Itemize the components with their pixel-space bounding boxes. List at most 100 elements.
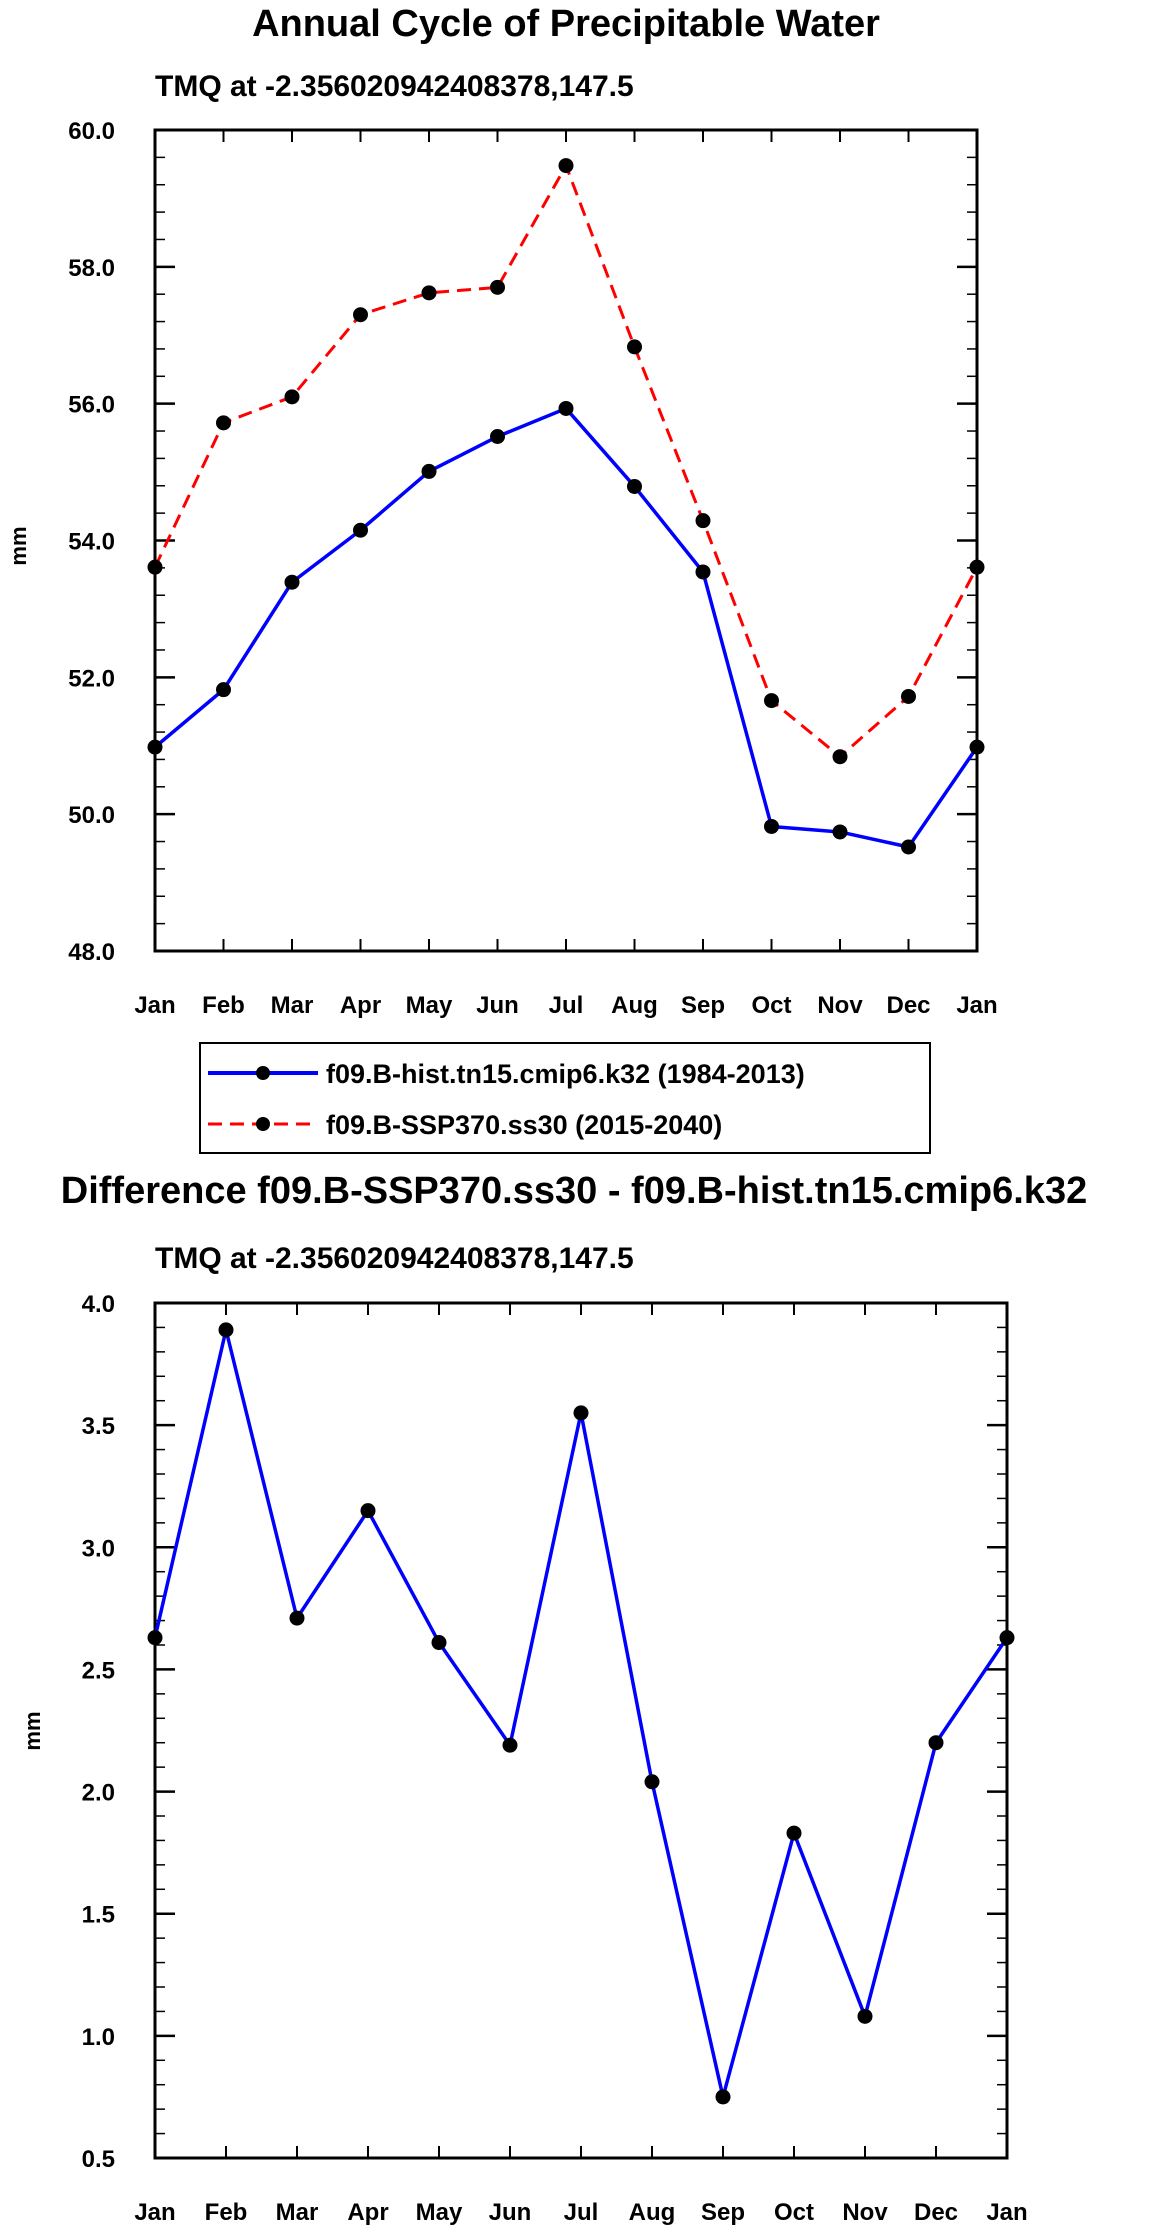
data-point xyxy=(216,415,231,431)
legend-marker-hist xyxy=(256,1066,270,1080)
data-point xyxy=(216,682,231,698)
difference-panel: Difference f09.B-SSP370.ss30 - f09.B-his… xyxy=(20,1170,1087,2226)
axis-ticks xyxy=(154,128,978,953)
data-point xyxy=(999,1630,1015,1646)
x-tick-label: Jan xyxy=(134,992,175,1019)
data-point xyxy=(353,522,368,538)
data-point xyxy=(490,279,505,295)
data-point xyxy=(573,1405,589,1421)
data-point xyxy=(695,564,711,580)
plot-frame xyxy=(153,128,979,953)
legend-marker-ssp370 xyxy=(256,1117,270,1131)
x-tick-label: Oct xyxy=(751,992,791,1019)
x-tick-label: Jan xyxy=(986,2199,1027,2226)
x-tick-label: Mar xyxy=(276,2199,319,2226)
data-point xyxy=(786,1825,802,1841)
x-tick-labels: Jan Feb Mar Apr May Jun Jul Aug Sep Oct Nov Dec Jan xyxy=(134,992,997,1019)
x-tick-label: Jan xyxy=(956,992,997,1019)
y-tick-labels: 0.5 1.0 1.5 2.0 2.5 3.0 3.5 4.0 xyxy=(82,1291,115,2173)
x-tick-label: Jan xyxy=(134,2199,175,2226)
data-point xyxy=(627,478,642,494)
y-tick-label: 60.0 xyxy=(68,118,115,145)
y-tick-label: 48.0 xyxy=(68,939,115,966)
y-axis-label: mm xyxy=(6,526,31,565)
x-tick-label: Mar xyxy=(271,992,314,1019)
x-tick-label: Aug xyxy=(629,2199,676,2226)
plot-frame xyxy=(153,1301,1009,2160)
y-tick-label: 50.0 xyxy=(68,802,115,829)
x-tick-label: May xyxy=(416,2199,463,2226)
y-tick-label: 0.5 xyxy=(82,2146,115,2173)
legend-label-ssp370: f09.B-SSP370.ss30 (2015-2040) xyxy=(326,1110,722,1140)
data-point xyxy=(715,2089,731,2105)
data-point xyxy=(832,824,848,840)
data-point xyxy=(901,688,916,704)
data-point xyxy=(969,559,985,575)
x-tick-label: Oct xyxy=(774,2199,814,2226)
x-tick-labels: Jan Feb Mar Apr May Jun Jul Aug Sep Oct Nov Dec Jan xyxy=(134,2199,1027,2226)
x-tick-label: Sep xyxy=(681,992,725,1019)
data-point xyxy=(218,1322,234,1338)
x-tick-label: Apr xyxy=(340,992,381,1019)
data-point xyxy=(421,463,437,479)
y-tick-labels: 48.0 50.0 52.0 54.0 56.0 58.0 60.0 xyxy=(68,118,115,966)
y-tick-label: 54.0 xyxy=(68,529,115,556)
legend: f09.B-hist.tn15.cmip6.k32 (1984-2013) f0… xyxy=(199,1042,931,1154)
data-point xyxy=(928,1735,944,1751)
x-tick-label: Dec xyxy=(886,992,930,1019)
y-tick-label: 2.5 xyxy=(82,1657,115,1684)
data-point xyxy=(421,285,437,301)
x-tick-label: Jul xyxy=(564,2199,599,2226)
series-line-0 xyxy=(153,406,979,849)
data-point xyxy=(558,158,574,174)
data-point xyxy=(490,429,505,445)
series-line-0 xyxy=(153,1328,1009,2099)
x-tick-label: Sep xyxy=(701,2199,745,2226)
annual-cycle-panel: Annual Cycle of Precipitable Water TMQ a… xyxy=(6,3,998,1154)
y-tick-label: 52.0 xyxy=(68,665,115,692)
data-point xyxy=(147,739,163,755)
data-point xyxy=(353,307,368,323)
x-tick-label: Jun xyxy=(476,992,519,1019)
data-point xyxy=(147,1630,163,1646)
data-point xyxy=(969,739,985,755)
data-point xyxy=(764,693,779,709)
chart-title: Annual Cycle of Precipitable Water xyxy=(252,3,880,45)
data-point xyxy=(284,389,300,405)
y-tick-label: 4.0 xyxy=(82,1291,115,1318)
data-point xyxy=(147,559,163,575)
data-point xyxy=(832,749,848,765)
legend-label-hist: f09.B-hist.tn15.cmip6.k32 (1984-2013) xyxy=(326,1059,805,1089)
data-point xyxy=(901,839,916,855)
data-point xyxy=(284,574,300,590)
data-point xyxy=(360,1503,376,1519)
x-tick-label: Apr xyxy=(347,2199,388,2226)
y-axis-label: mm xyxy=(20,1711,45,1750)
x-tick-label: May xyxy=(406,992,453,1019)
y-tick-label: 2.0 xyxy=(82,1780,115,1807)
data-point xyxy=(644,1774,660,1790)
x-tick-label: Feb xyxy=(202,992,245,1019)
x-tick-label: Jun xyxy=(489,2199,532,2226)
data-point xyxy=(502,1737,518,1753)
y-tick-label: 1.5 xyxy=(82,1902,115,1929)
y-tick-label: 3.0 xyxy=(82,1535,115,1562)
series-line-1 xyxy=(153,164,979,759)
data-point xyxy=(558,400,574,416)
data-point xyxy=(764,818,779,834)
y-tick-label: 3.5 xyxy=(82,1413,115,1440)
x-tick-label: Dec xyxy=(914,2199,958,2226)
data-point xyxy=(627,339,642,355)
x-tick-label: Feb xyxy=(205,2199,248,2226)
legend-box xyxy=(199,1042,931,1154)
chart-subtitle: TMQ at -2.356020942408378,147.5 xyxy=(155,70,634,103)
data-point xyxy=(431,1635,447,1651)
x-tick-label: Nov xyxy=(842,2199,888,2226)
axis-ticks xyxy=(154,1301,1008,2160)
data-point xyxy=(695,513,711,529)
data-point xyxy=(289,1610,305,1626)
x-tick-label: Aug xyxy=(611,992,658,1019)
x-tick-label: Jul xyxy=(549,992,584,1019)
series-layer xyxy=(147,1322,1015,2105)
